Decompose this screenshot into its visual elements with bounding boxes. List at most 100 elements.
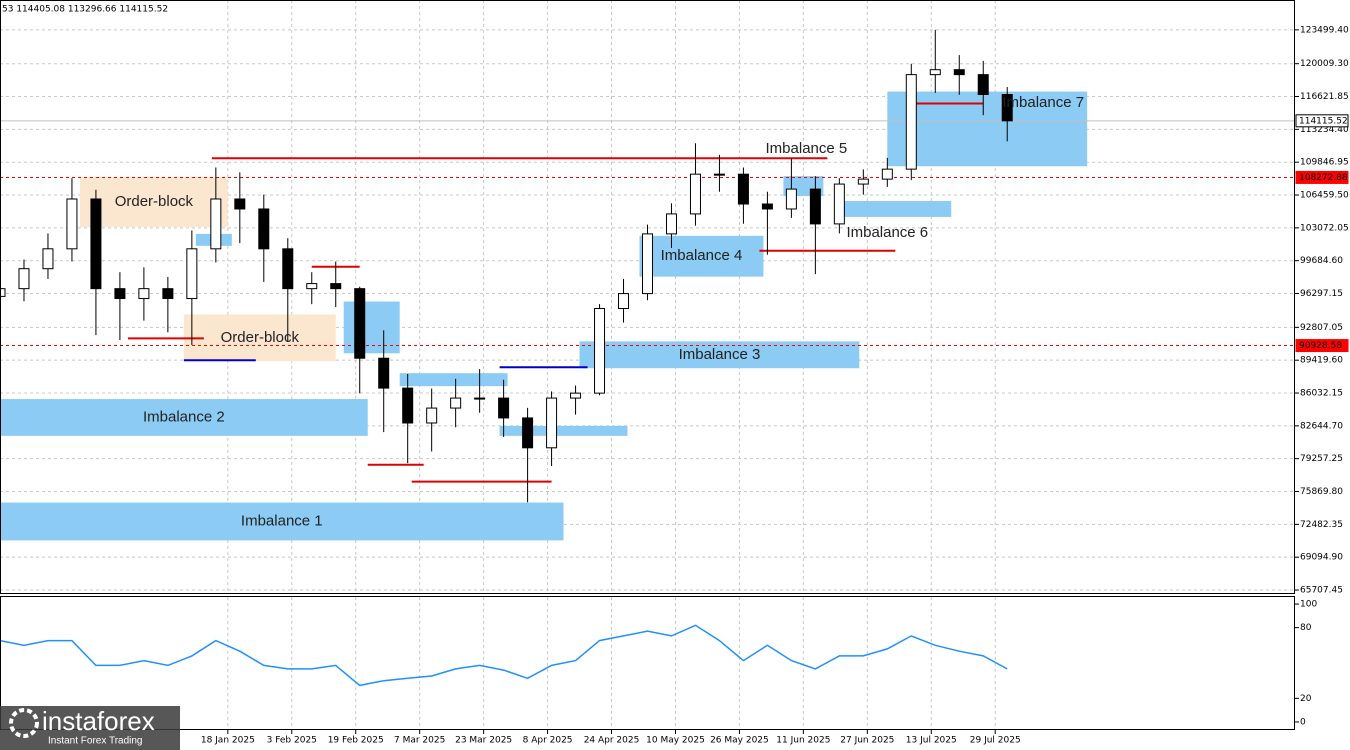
y-tick-label: 100 — [1300, 600, 1317, 610]
candle-body — [162, 288, 174, 300]
zone — [183, 314, 336, 362]
candle-body — [642, 233, 653, 295]
candle-body — [570, 392, 582, 399]
candle-body — [114, 288, 126, 300]
main-frame — [0, 0, 1295, 594]
zone — [639, 235, 764, 277]
y-tick-label: 96297.15 — [1300, 289, 1343, 299]
y-tick-label: 116621.85 — [1300, 92, 1349, 102]
candle-body — [378, 357, 390, 389]
candle-body — [18, 268, 30, 290]
y-tick-label: 109846.95 — [1300, 158, 1349, 168]
zone — [0, 502, 564, 541]
indicator-line — [0, 624, 1008, 687]
candle-body — [689, 173, 701, 215]
y-tick-label: 75869.80 — [1300, 487, 1343, 497]
zone — [343, 301, 400, 354]
candle-body — [953, 69, 965, 76]
candle-body — [929, 69, 941, 76]
zone — [0, 399, 368, 436]
zone — [499, 425, 628, 436]
x-tick-label: 3 Feb 2025 — [267, 736, 317, 746]
y-tick-label: 86032.15 — [1300, 389, 1343, 399]
indicator-frame — [0, 596, 1295, 730]
price-tag-label: 108272.88 — [1299, 173, 1348, 183]
zone-label: Imbalance 2 — [143, 408, 225, 425]
candle-body — [234, 198, 246, 210]
candle-body — [737, 173, 749, 205]
candle-body — [306, 283, 318, 290]
zone-label: Imbalance 1 — [241, 512, 323, 529]
y-tick-label: 79257.25 — [1300, 454, 1343, 464]
price-tag-label: 90928.58 — [1299, 341, 1342, 351]
zone — [79, 177, 228, 227]
y-tick-label: 0 — [1300, 717, 1306, 727]
candle-body — [665, 213, 677, 235]
x-tick-label: 7 Mar 2025 — [394, 736, 445, 746]
candle-body — [594, 308, 606, 394]
candle-body — [258, 208, 270, 250]
zone-label: Order-block — [221, 329, 300, 346]
x-tick-label: 23 Mar 2025 — [455, 736, 512, 746]
candle-body — [330, 283, 342, 290]
x-tick-label: 24 Apr 2025 — [584, 736, 640, 746]
candle-body — [809, 188, 821, 225]
y-tick-label: 89419.60 — [1300, 356, 1343, 366]
y-tick-label: 82644.70 — [1300, 421, 1343, 431]
candle-body — [761, 203, 773, 210]
logo-tagline: Instant Forex Trading — [48, 736, 143, 747]
price-tag — [1295, 170, 1349, 184]
plot-layer: Imbalance 1 Imbalance 2 Imbalance 3 Imbalan… — [0, 0, 1295, 729]
candle-body — [450, 397, 462, 409]
price-tag — [1295, 114, 1349, 128]
y-tick-label: 72482.35 — [1300, 520, 1343, 530]
x-tick-label: 10 May 2025 — [646, 736, 705, 746]
candle-body — [42, 248, 54, 270]
candle-body — [138, 288, 150, 300]
y-tick-label: 69094.90 — [1300, 553, 1343, 563]
zone-label: Order-block — [115, 193, 194, 210]
candle-body — [66, 198, 78, 250]
x-tick-label: 13 Jul 2025 — [906, 736, 957, 746]
logo-brand: instaforex — [42, 706, 155, 736]
candle-body — [522, 417, 534, 449]
zone-label: Imbalance 4 — [661, 247, 743, 264]
candle-body — [713, 173, 725, 176]
y-tick-label: 65707.45 — [1300, 586, 1343, 596]
candle-body — [90, 198, 102, 290]
ohlc-header: 53 114405.08 113296.66 114115.52 — [2, 5, 168, 15]
zone-label: Imbalance 6 — [846, 224, 928, 241]
y-tick-label: 120009.30 — [1300, 59, 1349, 69]
candle-body — [785, 188, 797, 210]
x-tick-label: 27 Jun 2025 — [840, 736, 894, 746]
x-tick-label: 29 Jul 2025 — [970, 736, 1021, 746]
candle-body — [977, 74, 989, 96]
candle-body — [881, 168, 893, 180]
candle-body — [905, 74, 917, 170]
logo-gear — [9, 708, 39, 738]
candle-body — [0, 288, 6, 297]
x-tick-label: 8 Apr 2025 — [523, 736, 573, 746]
zone — [399, 373, 508, 387]
x-tick-label: 19 Feb 2025 — [328, 736, 384, 746]
zone-label: Imbalance 3 — [679, 346, 761, 363]
y-tick-label: 92807.05 — [1300, 323, 1343, 333]
candle-body — [498, 397, 510, 419]
price-tag-label: 114115.52 — [1299, 116, 1348, 126]
candle-body — [186, 248, 198, 300]
zone — [835, 201, 952, 217]
x-tick-label: 26 May 2025 — [710, 736, 769, 746]
candle-body — [833, 183, 845, 225]
watermark: instaforex Instant Forex Trading — [0, 706, 180, 750]
candle-body — [618, 293, 630, 310]
zone-label: Imbalance 7 — [1002, 94, 1084, 111]
y-tick-label: 113234.40 — [1300, 125, 1349, 135]
x-tick-label: 11 Jun 2025 — [776, 736, 830, 746]
candle-body — [210, 198, 222, 250]
candle-body — [402, 387, 414, 424]
candle-body — [474, 397, 486, 400]
y-tick-label: 103072.05 — [1300, 223, 1349, 233]
candle-body — [282, 248, 294, 290]
y-tick-label: 106459.50 — [1300, 191, 1349, 201]
